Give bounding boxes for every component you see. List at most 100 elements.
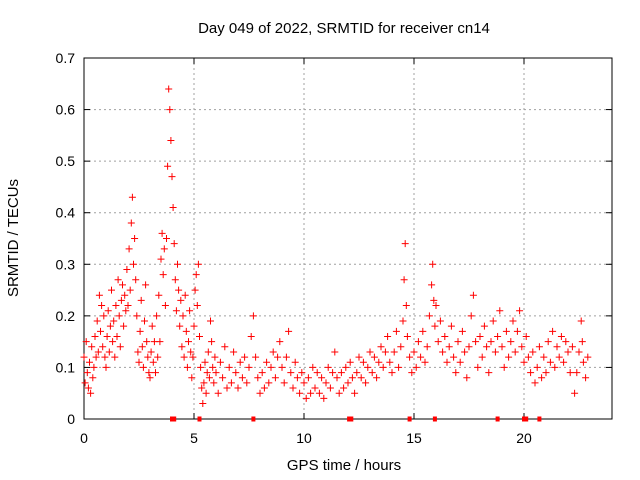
baseline-mark: [349, 416, 354, 422]
data-point: [340, 384, 348, 392]
data-point: [230, 348, 238, 356]
data-point: [208, 338, 216, 346]
data-point: [443, 358, 451, 366]
data-point: [452, 369, 460, 377]
chart-title: Day 049 of 2022, SRMTID for receiver cn1…: [198, 20, 490, 37]
data-point: [535, 343, 543, 351]
data-point: [131, 235, 139, 242]
data-point: [375, 358, 383, 366]
data-point: [538, 374, 546, 382]
data-point: [143, 338, 151, 346]
data-point: [549, 327, 557, 335]
data-point: [91, 332, 99, 340]
data-point: [544, 338, 552, 346]
data-point: [172, 307, 180, 315]
data-point: [357, 374, 365, 382]
data-point: [307, 389, 315, 397]
data-point: [577, 317, 585, 325]
data-point: [83, 369, 91, 377]
data-point: [126, 286, 134, 294]
data-point: [309, 363, 317, 371]
data-point: [111, 353, 119, 361]
data-point: [232, 369, 240, 377]
data-point: [566, 369, 574, 377]
data-point: [324, 363, 332, 371]
data-point: [94, 348, 102, 356]
data-point: [147, 348, 155, 356]
data-point: [364, 363, 372, 371]
data-point: [454, 338, 462, 346]
data-point: [179, 312, 187, 320]
data-point: [478, 353, 486, 361]
data-point: [500, 363, 508, 371]
data-point: [238, 374, 246, 382]
data-point: [133, 312, 141, 320]
data-point: [236, 358, 244, 366]
data-point: [186, 307, 194, 315]
data-point: [430, 296, 438, 304]
data-point: [170, 240, 178, 248]
data-point: [487, 338, 495, 346]
data-point: [80, 353, 88, 361]
x-tick-label: 15: [406, 430, 422, 446]
baseline-mark: [537, 416, 542, 422]
data-point: [216, 358, 224, 366]
data-point: [276, 338, 284, 346]
data-point: [223, 384, 231, 392]
data-point: [518, 343, 526, 351]
data-point: [241, 353, 249, 361]
data-point: [542, 369, 550, 377]
data-point: [181, 291, 189, 299]
data-point: [265, 379, 273, 387]
data-point: [92, 353, 100, 361]
data-point: [351, 389, 359, 397]
data-point: [445, 343, 453, 351]
data-point: [381, 348, 389, 356]
data-point: [533, 363, 541, 371]
data-point: [467, 312, 475, 320]
data-point: [491, 348, 499, 356]
data-point: [105, 348, 113, 356]
data-point: [203, 369, 211, 377]
data-point: [395, 363, 403, 371]
data-point: [337, 369, 345, 377]
data-point: [86, 358, 93, 366]
data-point: [169, 204, 177, 212]
data-point: [161, 302, 169, 310]
data-point: [214, 389, 222, 397]
data-point: [431, 322, 439, 330]
data-point: [144, 353, 152, 361]
data-point: [439, 348, 447, 356]
data-point: [496, 307, 504, 315]
data-point: [401, 240, 409, 248]
data-point: [200, 379, 208, 387]
data-point: [355, 353, 363, 361]
data-point: [210, 379, 218, 387]
data-point: [256, 389, 264, 397]
data-point: [302, 394, 310, 402]
baseline-mark: [170, 416, 174, 422]
data-point: [553, 343, 561, 351]
data-point: [474, 363, 482, 371]
x-tick-label: 20: [516, 430, 532, 446]
data-point: [436, 317, 444, 325]
data-point: [568, 343, 576, 351]
data-point: [90, 363, 98, 371]
data-point: [154, 353, 162, 361]
data-point: [315, 389, 323, 397]
data-point: [196, 332, 203, 340]
data-point: [183, 363, 191, 371]
data-point: [417, 353, 425, 361]
data-point: [156, 338, 164, 346]
data-point: [119, 281, 126, 289]
data-point: [414, 338, 422, 346]
data-point: [211, 353, 219, 361]
data-point: [149, 358, 157, 366]
data-point: [193, 302, 201, 310]
data-point: [148, 322, 156, 330]
data-point: [207, 317, 214, 325]
data-point: [155, 291, 163, 299]
data-point: [152, 369, 159, 377]
data-point: [171, 276, 179, 284]
data-point: [88, 343, 96, 351]
